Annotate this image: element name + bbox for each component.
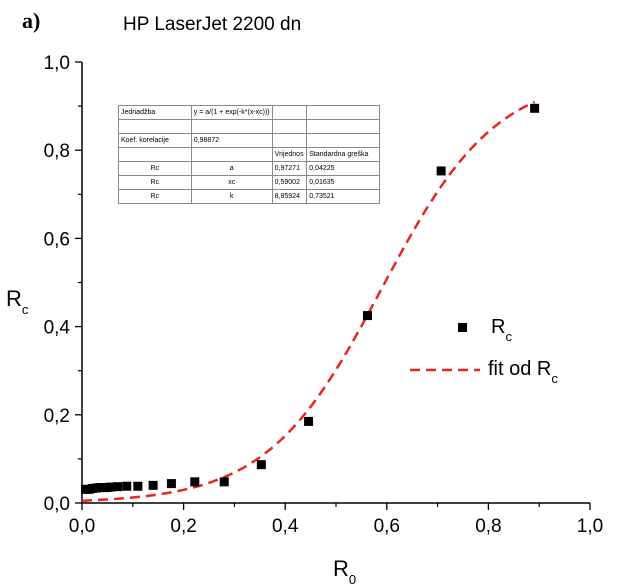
fit-table-row: Jednadžba y = a/(1 + exp(-k*(x-xc))): [118, 105, 380, 120]
fit-table-cell: 0,04225: [306, 161, 380, 176]
fit-table-cell: Rc: [118, 161, 192, 176]
legend-dashed-line: [410, 368, 480, 371]
data-point: [219, 477, 229, 487]
data-point: [530, 103, 540, 113]
fit-table-cell: k: [190, 189, 273, 204]
fit-table-cell: 0,97271: [271, 161, 308, 176]
y-axis-label-main: R: [6, 286, 22, 311]
fit-table-cell: 0,98872: [190, 133, 273, 148]
x-tick-label: 0,2: [170, 516, 196, 537]
fit-table-cell: [271, 119, 308, 134]
legend-item-points: Rc: [458, 316, 512, 344]
chart-title: HP LaserJet 2200 dn: [123, 14, 302, 35]
y-tick-label: 0,4: [44, 318, 71, 339]
panel-label: a): [22, 8, 41, 33]
data-point: [436, 166, 446, 176]
data-point: [122, 481, 132, 491]
fit-parameters-table: Jednadžba y = a/(1 + exp(-k*(x-xc))) Koef.…: [118, 105, 380, 204]
fit-table-cell: y = a/(1 + exp(-k*(x-xc))): [190, 105, 273, 120]
fit-table-cell: Standardna greška: [306, 147, 380, 162]
fit-table-row: Koef. korelacije 0,98872: [118, 133, 380, 148]
fit-table-cell: [190, 147, 273, 162]
y-tick-label: 0,0: [44, 494, 70, 515]
fit-table-row: [118, 119, 380, 134]
fit-table-cell: Rc: [118, 175, 192, 190]
fit-table-cell: Koef. korelacije: [118, 133, 192, 148]
data-point: [190, 477, 200, 487]
fit-table-cell: a: [190, 161, 273, 176]
fit-curve-layer: [81, 100, 536, 502]
fit-table-cell: Vrijednos: [271, 147, 308, 162]
fit-table-cell: Rc: [118, 189, 192, 204]
fit-table-cell: [306, 105, 380, 120]
fit-table-row: Rc a 0,97271 0,04225: [118, 161, 380, 176]
data-point: [105, 482, 115, 492]
fit-curve: [81, 100, 536, 502]
fit-table-cell: 0,73521: [306, 189, 380, 204]
fit-table-cell: [118, 119, 192, 134]
fit-table-cell: [271, 105, 308, 120]
fit-table-cell: [306, 119, 380, 134]
fit-table-cell: Jednadžba: [118, 105, 192, 120]
fit-table-row: Vrijednos Standardna greška: [118, 147, 380, 162]
fit-table-row: Rc k 8,85924 0,73521: [118, 189, 380, 204]
fit-table-row: Rc xc 0,59002 0,01635: [118, 175, 380, 190]
fit-table-cell: xc: [190, 175, 273, 190]
data-point: [148, 480, 158, 490]
x-axis-label-main: R: [333, 556, 349, 581]
legend-item-fit: fit od Rc: [410, 358, 558, 386]
data-point: [166, 479, 176, 489]
legend-square-marker: [458, 323, 467, 332]
x-tick-label: 0,4: [272, 516, 299, 537]
fit-table-cell: [271, 133, 308, 148]
x-tick-label: 0,8: [475, 516, 501, 537]
x-tick-label: 0,0: [69, 516, 95, 537]
fit-table-cell: [306, 133, 380, 148]
data-points-layer: [81, 103, 540, 494]
x-tick-label: 1,0: [577, 516, 603, 537]
fit-table-cell: 8,85924: [271, 189, 308, 204]
tick-marks: 0,0 0,2 0,4 0,6 0,8 1,0 0,0 0,2 0,4 0,6 0,8 1,0: [44, 53, 604, 537]
fit-table-cell: 0,59002: [271, 175, 308, 190]
y-tick-label: 0,6: [44, 229, 70, 250]
data-point: [304, 416, 314, 426]
data-point: [256, 460, 266, 470]
x-axis-label-subscript: 0: [348, 572, 357, 587]
data-point: [133, 481, 143, 491]
legend-label-fit: fit od Rc: [488, 358, 558, 386]
fit-table-cell: 0,01635: [306, 175, 380, 190]
fit-table-cell: [190, 119, 273, 134]
y-axis-label-subscript: c: [21, 302, 29, 317]
y-tick-label: 1,0: [44, 53, 70, 74]
legend-label-points: Rc: [491, 316, 512, 344]
data-point: [113, 482, 123, 492]
x-tick-label: 0,6: [374, 516, 400, 537]
x-axis-label: R0: [333, 556, 356, 587]
y-tick-label: 0,8: [44, 141, 70, 162]
y-tick-label: 0,2: [44, 406, 70, 427]
data-point: [362, 311, 372, 321]
y-axis-label: Rc: [6, 286, 28, 317]
fit-table-cell: [118, 147, 192, 162]
